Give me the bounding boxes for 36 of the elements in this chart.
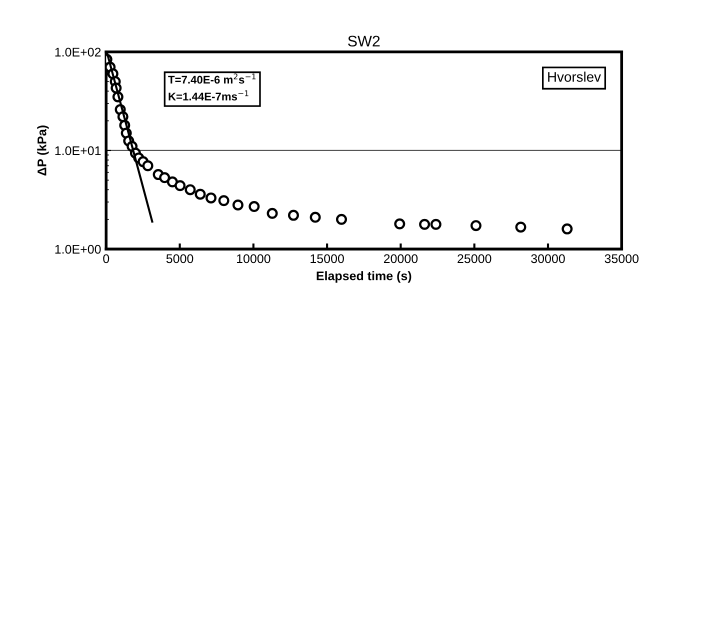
point (336, 214, 347, 225)
x-tick-label: 15000 (310, 254, 344, 264)
x-axis-title: Elapsed time (s) (316, 271, 412, 283)
point (515, 222, 526, 233)
point (194, 188, 206, 200)
point (288, 210, 299, 221)
point (184, 184, 196, 196)
x-tick-label: 10000 (236, 254, 270, 264)
y-tick-label: 1.0E+00 (55, 244, 101, 254)
point (159, 172, 170, 184)
x-tick-label: 25000 (458, 254, 492, 264)
point (248, 201, 260, 212)
y-tick-label: 1.0E+01 (55, 146, 101, 156)
point (142, 160, 154, 172)
point (470, 220, 482, 232)
point (232, 199, 244, 210)
point (310, 212, 321, 223)
annotation: Hvorslev (548, 72, 601, 82)
text: T=7.40E-6 m$^{2}$s$^{−1}$ K=1.44E-7ms$^{−1}$ (168, 74, 256, 100)
point (206, 192, 217, 204)
point (218, 195, 230, 206)
point (174, 180, 186, 192)
point (394, 218, 406, 230)
y-tick-label: 1.0E+02 (55, 48, 101, 57)
chart-title: SW2 (348, 36, 380, 47)
x-tick-label: 5000 (166, 254, 194, 264)
point (166, 176, 178, 188)
point (562, 223, 573, 234)
y-axis-title: ΔP (kPa) (37, 126, 49, 176)
x-tick-label: 35000 (604, 254, 639, 264)
point (266, 208, 278, 219)
x-tick-label: 20000 (384, 254, 418, 264)
point (419, 218, 430, 230)
x-tick-label: 0 (103, 254, 110, 264)
point (430, 218, 442, 230)
x-tick-label: 30000 (531, 254, 565, 264)
